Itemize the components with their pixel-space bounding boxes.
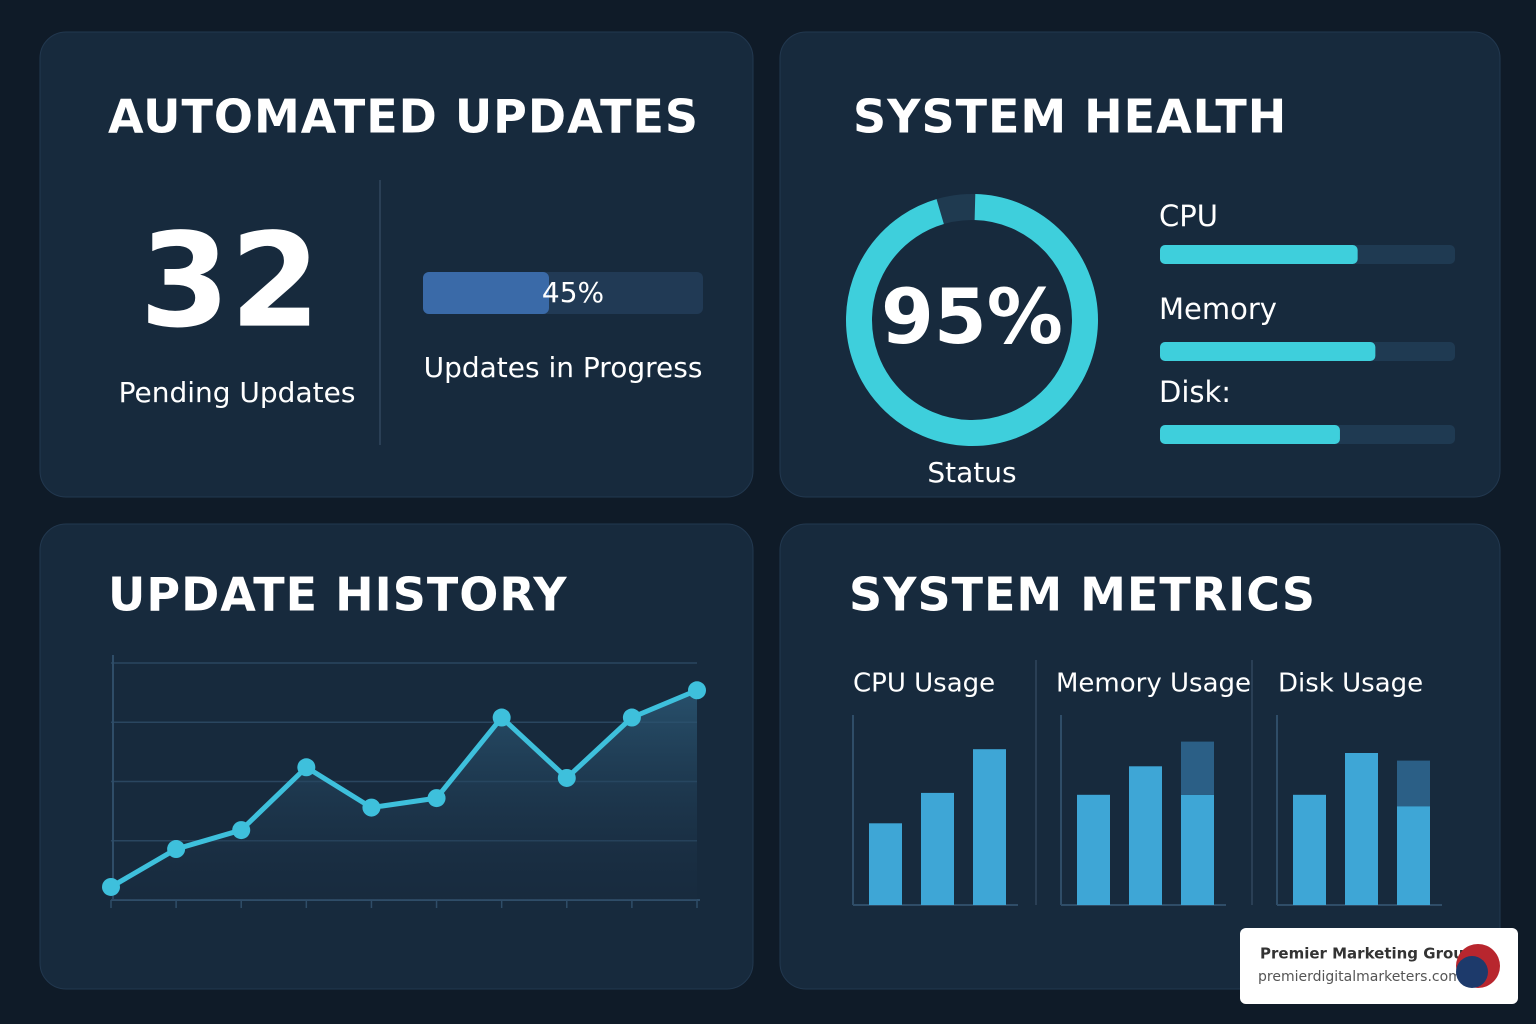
line-point bbox=[102, 877, 120, 896]
metric-bar bbox=[1077, 794, 1110, 905]
resource-label: Memory bbox=[1159, 292, 1277, 326]
line-point bbox=[297, 758, 316, 777]
progress-value: 45% bbox=[542, 276, 604, 309]
panel bbox=[779, 31, 1501, 498]
donut-value: 95% bbox=[881, 272, 1063, 361]
resource-bar bbox=[1160, 425, 1340, 444]
watermark-url: premierdigitalmarketers.com bbox=[1258, 969, 1462, 985]
pending-label: Pending Updates bbox=[119, 376, 356, 409]
pending-count: 32 bbox=[140, 205, 321, 357]
metric-bar bbox=[869, 823, 902, 905]
line-point bbox=[622, 708, 641, 727]
line-point bbox=[362, 798, 381, 817]
panel-title: UPDATE HISTORY bbox=[108, 568, 568, 622]
metric-bar-extra bbox=[1181, 741, 1214, 795]
watermark-logo bbox=[1456, 956, 1488, 988]
watermark-name: Premier Marketing Group bbox=[1260, 945, 1475, 963]
progress-fill bbox=[423, 272, 549, 314]
line-point bbox=[427, 789, 446, 808]
status-label: Status bbox=[927, 456, 1016, 489]
resource-bar bbox=[1160, 245, 1358, 264]
watermark-box bbox=[1240, 928, 1518, 1004]
metric-bar bbox=[973, 749, 1006, 905]
metric-bar-extra bbox=[1397, 760, 1430, 807]
resource-label: Disk: bbox=[1159, 375, 1231, 409]
metric-bar bbox=[1129, 766, 1162, 905]
metric-bar bbox=[1181, 794, 1214, 905]
donut-arc bbox=[846, 194, 1098, 447]
metric-bar bbox=[1345, 753, 1378, 905]
line bbox=[109, 687, 698, 890]
metric-title: Disk Usage bbox=[1278, 669, 1423, 699]
line-point bbox=[688, 681, 706, 700]
panel-title: AUTOMATED UPDATES bbox=[108, 90, 699, 144]
resource-bar bbox=[1160, 342, 1376, 361]
line-point bbox=[492, 708, 511, 727]
metric-bar bbox=[921, 792, 954, 905]
metric-title: CPU Usage bbox=[853, 669, 995, 699]
resource-label: CPU bbox=[1159, 199, 1218, 233]
panel-title: SYSTEM METRICS bbox=[849, 568, 1316, 622]
line-point bbox=[167, 840, 186, 859]
panel bbox=[39, 31, 754, 498]
panel-title: SYSTEM HEALTH bbox=[853, 90, 1287, 144]
line-point bbox=[232, 821, 251, 840]
metric-title: Memory Usage bbox=[1056, 669, 1251, 699]
metric-bar bbox=[1397, 806, 1430, 905]
line-area bbox=[111, 690, 697, 900]
metric-bar bbox=[1293, 794, 1326, 905]
progress-label: Updates in Progress bbox=[424, 351, 703, 384]
line-point bbox=[557, 768, 576, 787]
